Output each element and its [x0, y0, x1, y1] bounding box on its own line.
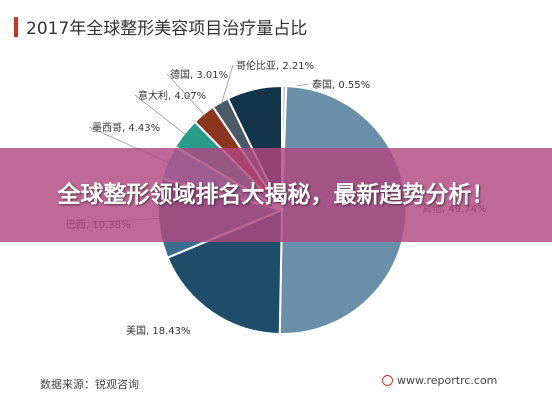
- slice-label-germany: 德国, 3.01%: [170, 68, 228, 81]
- headline-text: 全球整形领域排名大揭秘，最新趋势分析！: [57, 182, 495, 208]
- leader-line-italy: [134, 94, 187, 136]
- data-source: 数据来源：锐观咨询: [40, 378, 139, 391]
- slice-label-colombia: 哥伦比亚, 2.21%: [236, 59, 314, 72]
- slice-label-thailand: 泰国, 0.55%: [312, 78, 370, 91]
- website-text: www.reportrc.com: [397, 374, 498, 387]
- headline-banner: 全球整形领域排名大揭秘，最新趋势分析！: [0, 148, 552, 242]
- chart-title: 2017年全球整形美容项目治疗量占比: [26, 19, 308, 39]
- slice-label-mexico: 墨西哥, 4.43%: [92, 122, 160, 134]
- slice-label-usa: 美国, 18.43%: [126, 324, 191, 337]
- globe-icon: [382, 375, 393, 386]
- website-watermark: www.reportrc.com: [382, 374, 497, 387]
- leader-line-germany: [166, 73, 206, 116]
- leader-line-colombia: [220, 64, 234, 105]
- slice-label-italy: 意大利, 4.07%: [138, 89, 206, 102]
- title-accent-bar: [14, 17, 18, 37]
